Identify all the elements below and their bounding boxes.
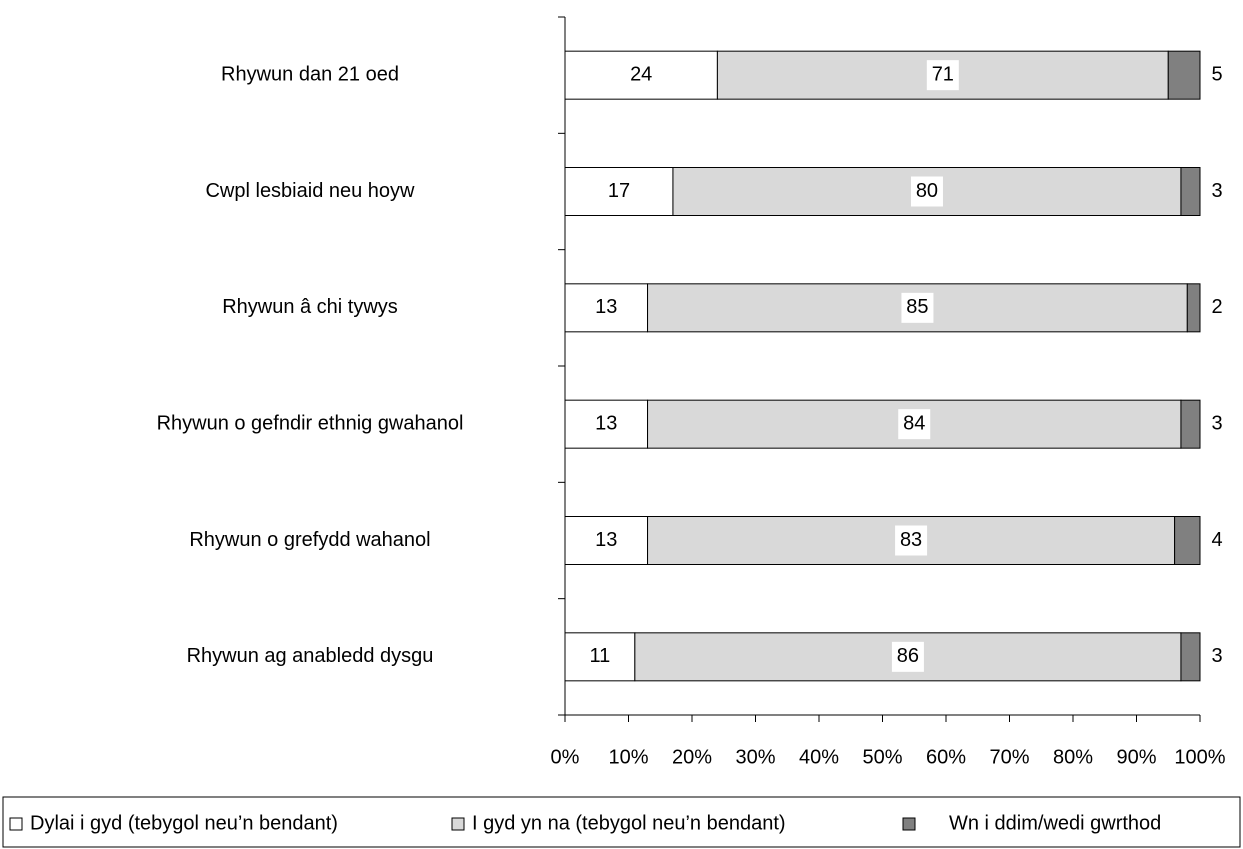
data-label: 24 (630, 63, 652, 85)
data-label-bg (926, 60, 959, 91)
bar-segment (1174, 516, 1201, 565)
data-label: 80 (916, 180, 938, 202)
data-label: 5 (1211, 63, 1222, 85)
bar-segment (564, 283, 649, 333)
data-label: 85 (906, 296, 928, 318)
bar-segment (564, 632, 636, 682)
data-label: 13 (595, 412, 617, 434)
bar-segment (564, 516, 649, 565)
legend-label: Wn i ddim/wedi gwrthod (949, 812, 1161, 834)
data-label: 13 (595, 529, 617, 551)
data-label-bg (891, 641, 924, 672)
bar-segment (1167, 50, 1201, 100)
category-label: Rhywun dan 21 oed (221, 63, 399, 85)
data-label: 3 (1211, 180, 1222, 202)
x-tick-label: 10% (608, 746, 648, 768)
data-label: 17 (608, 180, 630, 202)
x-tick-label: 30% (735, 746, 775, 768)
category-label: Rhywun o grefydd wahanol (189, 529, 430, 551)
data-label-bg (901, 292, 934, 323)
data-label: 4 (1211, 529, 1222, 551)
data-label: 71 (932, 63, 954, 85)
x-tick-label: 70% (989, 746, 1029, 768)
category-label: Rhywun ag anabledd dysgu (187, 645, 434, 667)
data-label: 11 (590, 645, 611, 667)
bar-segment (564, 50, 718, 100)
data-label-bg (895, 525, 928, 556)
x-tick-label: 60% (926, 746, 966, 768)
category-label: Cwpl lesbiaid neu hoyw (205, 180, 415, 202)
legend-box (2, 796, 1241, 848)
data-label: 86 (897, 645, 919, 667)
data-label: 2 (1211, 296, 1222, 318)
x-tick-label: 40% (799, 746, 839, 768)
x-tick-label: 20% (672, 746, 712, 768)
category-label: Rhywun â chi tywys (222, 296, 398, 318)
data-label: 13 (595, 296, 617, 318)
data-label: 84 (903, 412, 925, 434)
bar-segment (1180, 399, 1201, 449)
x-tick-label: 100% (1174, 746, 1225, 768)
bar-segment (564, 399, 649, 449)
legend-swatch (451, 817, 465, 831)
bar-segment (1180, 167, 1201, 216)
x-tick-label: 50% (862, 746, 902, 768)
data-label-bg (898, 409, 931, 440)
data-label: 3 (1211, 645, 1222, 667)
x-tick-label: 80% (1053, 746, 1093, 768)
x-tick-label: 90% (1116, 746, 1156, 768)
legend-swatch (9, 817, 23, 831)
x-tick-label: 0% (551, 746, 580, 768)
data-label: 83 (900, 529, 922, 551)
legend-swatch (902, 817, 916, 831)
data-label-bg (910, 176, 943, 207)
category-label: Rhywun o gefndir ethnig gwahanol (157, 412, 464, 434)
bar-segment (1180, 632, 1201, 682)
legend-label: Dylai i gyd (tebygol neu’n bendant) (30, 812, 338, 834)
data-label: 3 (1211, 412, 1222, 434)
bar-segment (1186, 283, 1201, 333)
legend-label: I gyd yn na (tebygol neu’n bendant) (472, 812, 786, 834)
